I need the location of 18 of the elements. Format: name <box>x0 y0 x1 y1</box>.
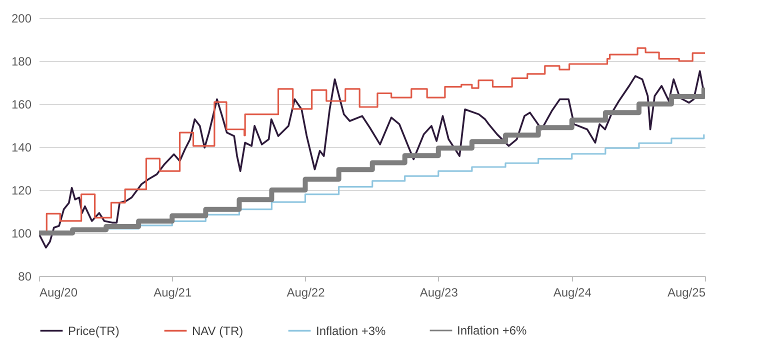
legend-label: Inflation +3% <box>316 324 386 338</box>
y-tick-label: 80 <box>18 270 32 284</box>
y-tick-label: 180 <box>11 54 32 68</box>
y-tick-label: 100 <box>11 226 32 240</box>
line-series <box>39 70 705 249</box>
x-tick-label: Aug/22 <box>286 286 326 300</box>
legend-label: Price(TR) <box>68 324 120 338</box>
y-tick-label: 200 <box>11 12 32 26</box>
y-tick-label: 120 <box>11 184 32 198</box>
y-tick-label: 160 <box>11 98 32 112</box>
x-tick-label: Aug/23 <box>420 286 458 300</box>
legend-label: Inflation +6% <box>457 324 528 338</box>
y-tick-label: 140 <box>11 140 32 154</box>
x-tick-label: Aug/20 <box>40 286 78 300</box>
legend-label: NAV (TR) <box>192 324 244 338</box>
x-tick-label: Aug/21 <box>154 286 192 300</box>
x-tick-label: Aug/25 <box>667 286 706 300</box>
x-tick-label: Aug/24 <box>553 286 592 300</box>
